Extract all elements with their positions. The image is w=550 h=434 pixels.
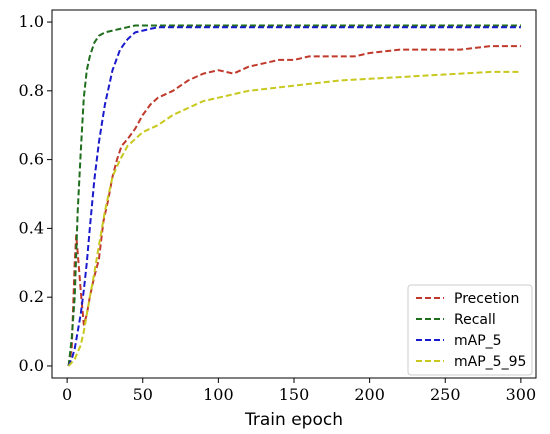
y-tick-label: 0.2 [19,287,44,306]
y-tick-label: 0.4 [19,218,44,237]
x-tick-label: 0 [62,385,72,404]
tick-layer: 0 50 100 150 200 250 300 0.0 0.2 0.4 0.6 0.8 1.0 [19,12,537,404]
series-line-map-5-95 [67,70,521,367]
series-layer [67,24,521,367]
legend-box [407,284,533,376]
x-axis-label: Train epoch [244,410,343,430]
y-tick-label: 0.0 [19,356,44,375]
legend-label: Recall [454,312,496,328]
legend: Precetion Recall mAP_5 mAP_5_95 [407,284,533,376]
x-tick-label: 100 [203,385,234,404]
x-tick-label: 250 [430,385,461,404]
legend-label: Precetion [454,291,519,307]
y-tick-label: 0.8 [19,81,44,100]
x-tick-label: 150 [279,385,310,404]
y-tick-label: 0.6 [19,150,44,169]
series-line-map-5 [67,26,521,367]
x-tick-label: 300 [506,385,537,404]
legend-label: mAP_5 [454,333,502,349]
x-tick-label: 50 [133,385,153,404]
legend-label: mAP_5_95 [454,354,526,370]
series-line-recall [67,24,521,367]
x-tick-label: 200 [354,385,385,404]
y-tick-label: 1.0 [19,12,44,31]
